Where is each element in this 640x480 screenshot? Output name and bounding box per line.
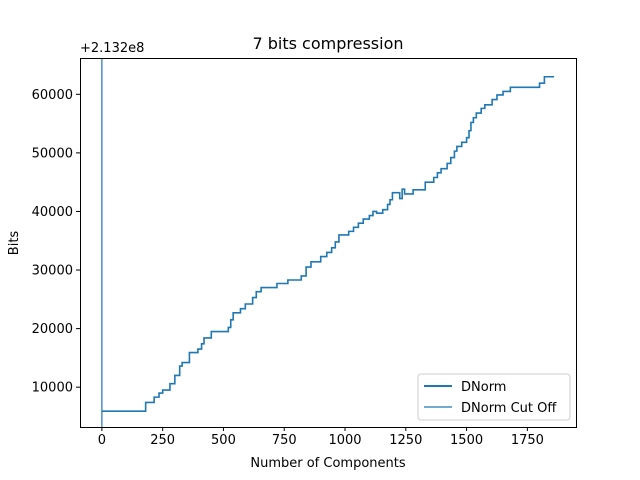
y-tick-label: 30000 (32, 264, 73, 279)
legend: DNorm DNorm Cut Off (417, 373, 571, 421)
y-tick-label: 60000 (32, 88, 73, 103)
y-offset-label: +2.132e8 (80, 41, 144, 56)
x-tick-label: 1500 (450, 433, 483, 448)
y-tick-label: 10000 (32, 381, 73, 396)
x-tick-label: 1250 (389, 433, 422, 448)
series-layer (101, 58, 555, 427)
x-tick-label: 1750 (511, 433, 544, 448)
y-tick-label: 20000 (32, 322, 73, 337)
y-tick-label: 40000 (32, 205, 73, 220)
chart-title: 7 bits compression (252, 34, 403, 53)
plot-frame (80, 58, 577, 428)
legend-label-dnorm: DNorm (461, 380, 506, 395)
x-tick-label: 750 (272, 433, 297, 448)
x-tick-label: 500 (211, 433, 236, 448)
x-tick-label: 0 (98, 433, 106, 448)
y-tick-label: 50000 (32, 146, 73, 161)
y-axis-label: Bits (7, 231, 22, 256)
x-axis-label: Number of Components (250, 456, 405, 471)
series-line-dnorm (101, 75, 555, 412)
legend-label-dnorm-cut-off: DNorm Cut Off (461, 401, 557, 416)
y-axis-ticks: 10000 20000 30000 40000 50000 60000 (32, 88, 80, 396)
x-axis-ticks: 0 250 500 750 1000 1250 1500 1750 (98, 427, 544, 448)
x-tick-label: 1000 (328, 433, 361, 448)
legend-box (417, 373, 571, 421)
x-tick-label: 250 (150, 433, 175, 448)
